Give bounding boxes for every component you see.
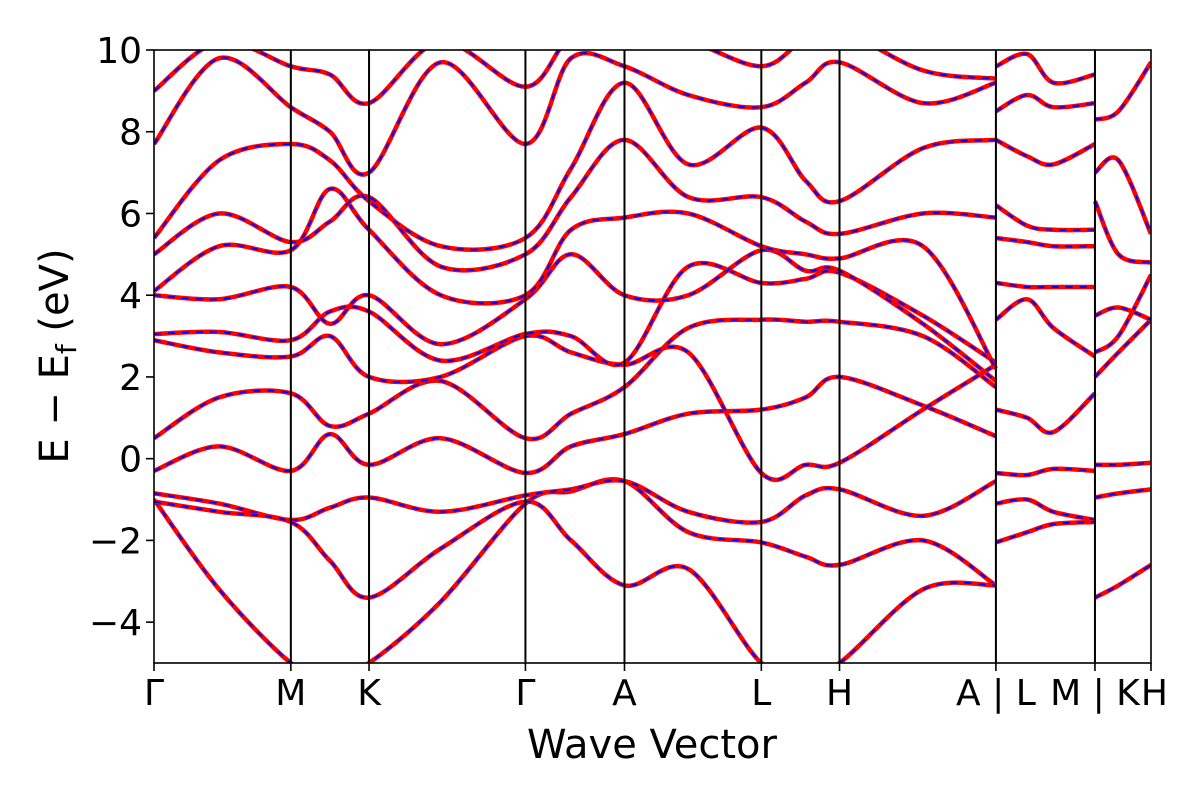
band-21-dashed	[995, 139, 1096, 166]
band-23-dashed	[995, 52, 1096, 85]
band-16-dashed	[995, 392, 1096, 434]
y-axis-ticks: −4 −2 0 2 4 6 8 10	[89, 31, 154, 644]
band-1-solid	[154, 478, 997, 525]
band-30-dashed	[1094, 200, 1151, 264]
y-tick-label-1: −2	[89, 521, 142, 562]
x-axis-label: Wave Vector	[527, 722, 778, 768]
x-tick-label-0: Γ	[144, 673, 164, 714]
band-5-dashed	[154, 334, 997, 481]
band-17-dashed	[995, 298, 1096, 358]
band-29-dashed	[1094, 306, 1151, 321]
band-25-dashed	[1094, 488, 1151, 499]
x-tick-label-4: A	[612, 673, 637, 714]
band-19-dashed	[995, 237, 1096, 248]
band-24-solid	[1093, 562, 1151, 600]
y-tick-label-4: 4	[119, 276, 142, 317]
x-tick-label-8: M | K	[1050, 673, 1141, 714]
band-22-dashed	[995, 94, 1096, 113]
y-tick-label-3: 2	[119, 358, 142, 399]
band-20-solid	[994, 203, 1096, 233]
band-22-solid	[994, 92, 1096, 114]
x-tick-label-1: M	[275, 673, 306, 714]
y-tick-label-0: −4	[89, 603, 142, 644]
band-7-dashed	[154, 248, 997, 382]
band-7-solid	[154, 247, 998, 383]
band-13-dashed	[995, 467, 1096, 477]
band-26-dashed	[1094, 461, 1151, 466]
band-18-dashed	[995, 281, 1095, 289]
x-tick-label-2: K	[357, 673, 382, 714]
band-21-solid	[994, 137, 1097, 168]
band-24-dashed	[1094, 564, 1151, 599]
y-axis-label-unit: (eV)	[32, 248, 78, 344]
band-10-dashed	[154, 81, 997, 251]
y-axis-label-subscript: f	[50, 343, 83, 354]
x-tick-label-7: A | L	[956, 673, 1036, 714]
x-tick-label-6: H	[826, 673, 853, 714]
band-32-dashed	[1094, 61, 1151, 121]
band-0-solid	[154, 477, 998, 663]
band-12-dashed	[154, 50, 997, 105]
plot-frame	[153, 49, 1152, 664]
band-6-dashed	[154, 262, 997, 366]
band-2-solid	[154, 499, 997, 663]
band-14-dashed	[995, 498, 1096, 521]
band-4-dashed	[154, 318, 997, 441]
band-11-solid	[154, 50, 997, 177]
x-tick-label-5: L	[751, 673, 771, 714]
y-tick-label-2: 0	[119, 440, 142, 481]
band-32-solid	[1094, 61, 1151, 122]
band-series-layer	[154, 50, 1151, 663]
band-2-dashed	[154, 500, 996, 663]
y-tick-label-6: 8	[119, 113, 142, 154]
band-6-solid	[154, 260, 998, 368]
x-tick-label-9: H	[1141, 673, 1168, 714]
band-11-dashed	[154, 52, 997, 176]
high-symmetry-lines	[289, 50, 1096, 663]
band-9-dashed	[154, 138, 996, 272]
y-tick-label-7: 10	[96, 31, 142, 72]
x-tick-label-3: Γ	[515, 673, 535, 714]
band-12-solid	[154, 50, 997, 106]
band-3-dashed	[154, 375, 997, 475]
band-27-dashed	[1094, 318, 1151, 378]
band-28-dashed	[1094, 274, 1151, 354]
band-20-dashed	[995, 204, 1096, 232]
y-axis-label: E − Ef (eV)	[32, 248, 83, 463]
band-15-dashed	[995, 521, 1096, 544]
y-axis-label-main: E − E	[32, 354, 78, 464]
band-31-dashed	[1094, 156, 1151, 235]
band-0-dashed	[154, 478, 997, 663]
band-15-solid	[995, 519, 1096, 545]
y-tick-label-5: 6	[119, 194, 142, 235]
